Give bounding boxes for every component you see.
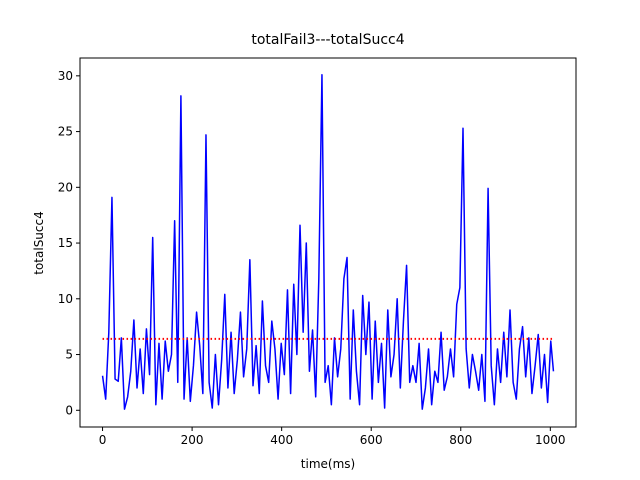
x-tick-label: 0 <box>99 433 107 447</box>
x-tick-label: 400 <box>270 433 293 447</box>
y-tick-label: 0 <box>65 403 73 417</box>
x-axis-label: time(ms) <box>301 457 355 471</box>
chart-title: totalFail3---totalSucc4 <box>251 32 404 48</box>
x-tick-label: 600 <box>360 433 383 447</box>
y-tick-label: 20 <box>58 180 73 194</box>
x-tick-label: 800 <box>449 433 472 447</box>
plot-frame <box>79 57 577 428</box>
y-tick-label: 5 <box>65 348 73 362</box>
x-tick-label: 200 <box>181 433 204 447</box>
y-tick-label: 30 <box>58 69 73 83</box>
y-tick-label: 10 <box>58 292 73 306</box>
y-tick-label: 25 <box>58 125 73 139</box>
x-tick-label: 1000 <box>535 433 566 447</box>
y-axis-label: totalSucc4 <box>32 211 46 275</box>
data-line <box>101 73 555 410</box>
y-tick-label: 15 <box>58 236 73 250</box>
